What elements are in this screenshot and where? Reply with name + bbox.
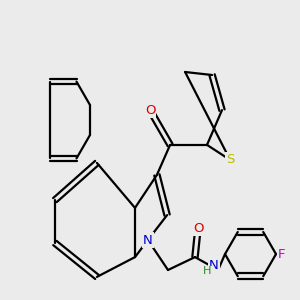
Text: F: F <box>278 248 285 261</box>
Text: N: N <box>209 259 218 272</box>
Text: N: N <box>143 233 153 247</box>
Text: S: S <box>226 153 234 167</box>
Text: H: H <box>202 266 211 277</box>
Text: O: O <box>193 221 203 235</box>
Text: O: O <box>145 103 155 117</box>
